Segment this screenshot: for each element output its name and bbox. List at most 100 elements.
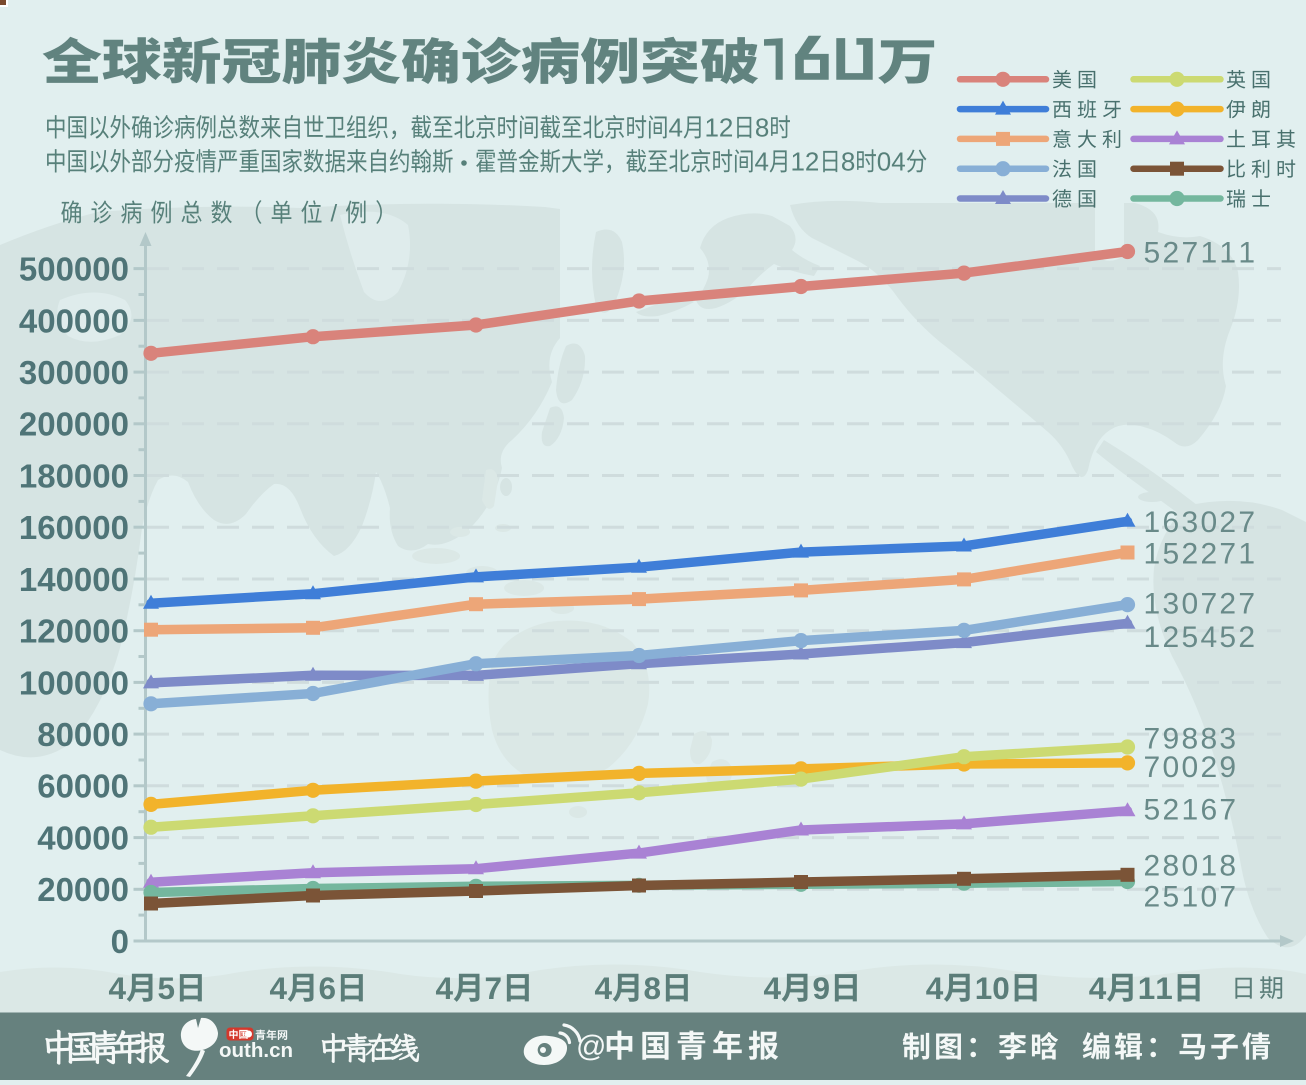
svg-text:0: 0: [37, 302, 55, 339]
svg-text:1: 1: [1238, 537, 1255, 570]
svg-text:1: 1: [705, 113, 719, 143]
svg-text:outh.cn: outh.cn: [219, 1039, 293, 1062]
svg-text:5: 5: [1219, 621, 1236, 654]
svg-text:0: 0: [92, 561, 110, 598]
svg-text:0: 0: [92, 768, 110, 805]
svg-text:0: 0: [56, 406, 74, 443]
svg-text:0: 0: [111, 457, 129, 494]
svg-text:0: 0: [92, 664, 110, 701]
svg-text:1: 1: [1138, 970, 1156, 1006]
svg-text:2: 2: [1163, 794, 1180, 827]
svg-text:0: 0: [74, 613, 92, 650]
svg-text:1: 1: [1144, 621, 1161, 654]
svg-text:5: 5: [1144, 794, 1161, 827]
svg-text:1: 1: [1201, 236, 1218, 269]
svg-text:0: 0: [74, 457, 92, 494]
svg-text:0: 0: [1182, 849, 1199, 882]
svg-text:2: 2: [1201, 537, 1218, 570]
svg-text:2: 2: [1163, 236, 1180, 269]
svg-text:4: 4: [19, 302, 38, 339]
svg-text:0: 0: [111, 820, 129, 857]
svg-text:0: 0: [74, 820, 92, 857]
svg-text:0: 0: [1201, 506, 1218, 539]
svg-text:0: 0: [92, 509, 110, 546]
svg-text:0: 0: [74, 871, 92, 908]
svg-text:0: 0: [1182, 751, 1199, 784]
svg-text:8: 8: [755, 113, 769, 143]
svg-text:4: 4: [436, 970, 454, 1006]
svg-text:0: 0: [992, 970, 1010, 1006]
svg-text:7: 7: [1201, 587, 1218, 620]
svg-text:0: 0: [92, 457, 110, 494]
svg-text:0: 0: [74, 664, 92, 701]
svg-text:0: 0: [56, 354, 74, 391]
svg-text:4: 4: [764, 970, 782, 1006]
svg-text:3: 3: [1163, 587, 1180, 620]
svg-text:8: 8: [1201, 722, 1218, 755]
svg-text:0: 0: [111, 354, 129, 391]
svg-text:0: 0: [56, 820, 74, 857]
svg-text:2: 2: [1219, 506, 1236, 539]
svg-text:0: 0: [111, 406, 129, 443]
svg-text:3: 3: [1182, 506, 1199, 539]
svg-text:0: 0: [92, 406, 110, 443]
svg-text:0: 0: [111, 923, 129, 960]
svg-text:1: 1: [1155, 970, 1173, 1006]
svg-text:1: 1: [19, 561, 37, 598]
svg-text:0: 0: [56, 251, 74, 288]
svg-text:3: 3: [19, 354, 37, 391]
svg-text:1: 1: [1144, 537, 1161, 570]
svg-text:0: 0: [92, 354, 110, 391]
svg-text:0: 0: [56, 302, 74, 339]
svg-text:4: 4: [37, 820, 56, 857]
svg-text:6: 6: [319, 970, 337, 1006]
svg-text:/: /: [331, 201, 338, 228]
svg-text:9: 9: [1163, 722, 1180, 755]
svg-text:0: 0: [92, 613, 110, 650]
svg-text:0: 0: [111, 613, 129, 650]
svg-text:1: 1: [791, 147, 805, 177]
svg-text:4: 4: [669, 113, 683, 143]
svg-text:4: 4: [270, 970, 288, 1006]
svg-text:@: @: [576, 1030, 606, 1063]
svg-text:0: 0: [37, 251, 55, 288]
svg-text:4: 4: [891, 147, 905, 177]
svg-text:2: 2: [1219, 587, 1236, 620]
svg-text:7: 7: [1219, 537, 1236, 570]
svg-text:0: 0: [37, 664, 55, 701]
svg-text:2: 2: [1163, 621, 1180, 654]
svg-text:0: 0: [56, 613, 74, 650]
svg-text:3: 3: [1219, 722, 1236, 755]
svg-text:1: 1: [975, 970, 993, 1006]
svg-text:5: 5: [19, 251, 37, 288]
svg-text:6: 6: [37, 768, 55, 805]
svg-text:4: 4: [1201, 621, 1218, 654]
svg-text:5: 5: [1144, 236, 1161, 269]
svg-text:7: 7: [1219, 880, 1236, 913]
svg-text:1: 1: [1201, 849, 1218, 882]
svg-text:0: 0: [92, 820, 110, 857]
svg-text:0: 0: [56, 561, 74, 598]
svg-text:9: 9: [813, 970, 831, 1006]
svg-text:0: 0: [92, 871, 110, 908]
svg-text:2: 2: [1201, 751, 1218, 784]
svg-text:4: 4: [37, 561, 56, 598]
svg-text:6: 6: [37, 509, 55, 546]
svg-text:0: 0: [74, 406, 92, 443]
svg-text:0: 0: [1182, 587, 1199, 620]
svg-text:5: 5: [1182, 621, 1199, 654]
svg-text:0: 0: [111, 664, 129, 701]
svg-text:1: 1: [1182, 794, 1199, 827]
svg-text:7: 7: [1182, 236, 1199, 269]
svg-text:4: 4: [755, 147, 769, 177]
svg-text:0: 0: [92, 716, 110, 753]
svg-text:7: 7: [1238, 587, 1255, 620]
svg-text:4: 4: [595, 970, 613, 1006]
svg-text:1: 1: [19, 664, 37, 701]
svg-text:0: 0: [111, 561, 129, 598]
svg-text:7: 7: [1219, 794, 1236, 827]
svg-text:6: 6: [1163, 506, 1180, 539]
svg-text:7: 7: [485, 970, 503, 1006]
svg-text:0: 0: [74, 509, 92, 546]
svg-text:0: 0: [111, 302, 129, 339]
